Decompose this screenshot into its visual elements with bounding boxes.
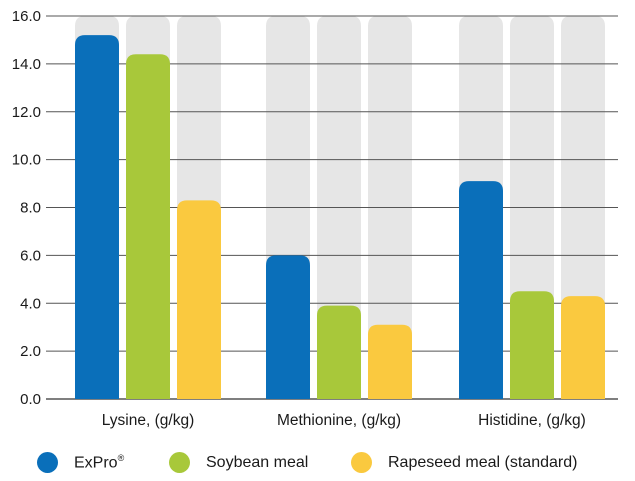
- y-tick-label: 16.0: [12, 8, 41, 25]
- legend-swatch-soybean-meal: [169, 452, 190, 473]
- legend-item-soybean-meal: Soybean meal: [169, 452, 308, 473]
- legend-swatch-expro: [37, 452, 58, 473]
- bar-rapeseed-meal-standard-0: [177, 200, 221, 399]
- bar-rapeseed-meal-standard-1: [368, 324, 412, 399]
- legend-label-soybean-meal: Soybean meal: [206, 453, 309, 471]
- x-category-label: Lysine, (g/kg): [102, 412, 194, 429]
- bar-expro-2: [459, 181, 503, 399]
- legend-label-rapeseed-meal: Rapeseed meal (standard): [388, 453, 578, 471]
- y-tick-label: 12.0: [12, 104, 41, 121]
- data-bars: [75, 35, 605, 400]
- y-tick-label: 14.0: [12, 56, 41, 73]
- x-category-label: Methionine, (g/kg): [277, 412, 401, 429]
- legend-item-expro: ExPro®: [37, 452, 124, 473]
- legend: ExPro® Soybean meal Rapeseed meal (stand…: [0, 452, 635, 480]
- y-tick-label: 8.0: [20, 200, 41, 217]
- y-tick-label: 10.0: [12, 152, 41, 169]
- bar-soybean-meal-1: [317, 305, 361, 399]
- bar-rapeseed-meal-standard-2: [561, 296, 605, 399]
- bar-expro-1: [266, 255, 310, 399]
- legend-item-rapeseed-meal: Rapeseed meal (standard): [351, 452, 577, 473]
- bar-soybean-meal-0: [126, 54, 170, 400]
- y-tick-label: 0.0: [20, 391, 41, 408]
- y-tick-label: 4.0: [20, 295, 41, 312]
- x-category-label: Histidine, (g/kg): [478, 412, 586, 429]
- y-axis-tick-labels: 0.0 2.0 4.0 6.0 8.0 10.0 12.0 14.0 16.0: [12, 8, 41, 408]
- legend-swatch-rapeseed-meal: [351, 452, 372, 473]
- legend-label-expro: ExPro®: [74, 452, 125, 472]
- bar-soybean-meal-2: [510, 291, 554, 399]
- y-tick-label: 2.0: [20, 343, 41, 360]
- y-tick-label: 6.0: [20, 247, 41, 264]
- bar-expro-0: [75, 35, 119, 400]
- x-axis-category-labels: Lysine, (g/kg) Methionine, (g/kg) Histidin…: [102, 412, 586, 429]
